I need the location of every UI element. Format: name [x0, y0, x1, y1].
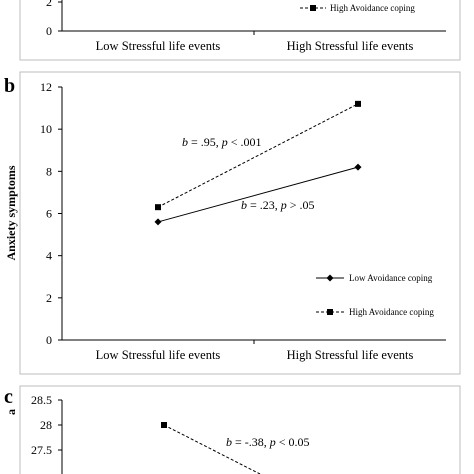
panel-a-y-tick-label: 2	[46, 0, 52, 9]
panel-b-data-point-high	[355, 100, 361, 107]
panel-b-y-tick-label: 2	[46, 291, 52, 305]
panel-b-series	[154, 100, 362, 226]
panel-b-x-category-label: Low Stressful life events	[96, 348, 221, 362]
panel-b-x-category-label: High Stressful life events	[287, 348, 414, 362]
panel-c-y-axis-title: a	[4, 409, 18, 415]
panel-c-series-marker	[161, 422, 167, 428]
panel-b-series-line-high	[157, 103, 359, 208]
panel-b-y-ticks: 0 2 4 6 8 10 12	[40, 80, 62, 347]
panel-b-annotation-high: b = .95, p < .001	[182, 135, 262, 149]
panel-a-legend-marker	[310, 5, 316, 11]
panel-c-series-line	[163, 424, 261, 474]
panel-b-series-line-low	[157, 166, 359, 223]
panel-c-annotation: b = -.38, p < 0.05	[226, 435, 310, 449]
panel-c-label: c	[4, 386, 13, 408]
panel-a-x-category-label: High Stressful life events	[287, 39, 414, 53]
panel-c-y-tick-label: 28	[40, 418, 52, 432]
panel-b-y-tick-label: 4	[46, 249, 52, 263]
panel-b-data-point-low	[354, 163, 362, 171]
panel-c-frame	[19, 385, 461, 474]
panel-b: b 0 2 4 6 8 10 12 Anxiety symptoms Low Stressf…	[4, 71, 461, 375]
panel-b-legend-label-high: High Avoidance coping	[349, 307, 434, 317]
panel-b-y-axis-title: Anxiety symptoms	[4, 165, 18, 260]
panel-b-y-tick-label: 10	[40, 122, 52, 136]
panel-b-legend-label-low: Low Avoidance coping	[349, 273, 433, 283]
panel-c-y-tick-label: 28.5	[31, 393, 52, 407]
panel-c: c a 28.5 28 27.5 b = -.38, p < 0.05	[4, 385, 461, 474]
panel-b-data-point-low	[154, 218, 162, 226]
panel-a-y-tick-label: 0	[46, 24, 52, 38]
panel-b-y-tick-label: 6	[46, 207, 52, 221]
panel-b-data-point-high	[155, 204, 161, 211]
panel-a-frame	[19, 0, 461, 61]
panel-a: 2 0 Low Stressful life events High Stres…	[19, 0, 461, 61]
panel-b-label: b	[4, 75, 15, 97]
panel-b-frame	[19, 71, 461, 375]
panel-b-legend-marker-high	[327, 309, 333, 315]
panel-a-x-category-label: Low Stressful life events	[96, 39, 221, 53]
panel-b-y-tick-label: 0	[46, 333, 52, 347]
panel-b-y-tick-label: 8	[46, 164, 52, 178]
panel-a-legend-label: High Avoidance coping	[330, 3, 415, 13]
panel-b-annotation-low: b = .23, p > .05	[241, 198, 315, 212]
panel-b-y-tick-label: 12	[40, 80, 52, 94]
panel-c-y-tick-label: 27.5	[31, 443, 52, 457]
panel-b-legend-marker-low	[326, 274, 334, 282]
